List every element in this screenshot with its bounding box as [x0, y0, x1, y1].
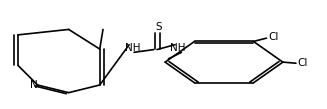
Text: NH: NH — [170, 43, 186, 53]
Text: Cl: Cl — [298, 58, 308, 68]
Text: N: N — [30, 80, 38, 90]
Text: S: S — [155, 22, 162, 32]
Text: NH: NH — [125, 43, 140, 53]
Text: Cl: Cl — [268, 32, 279, 42]
